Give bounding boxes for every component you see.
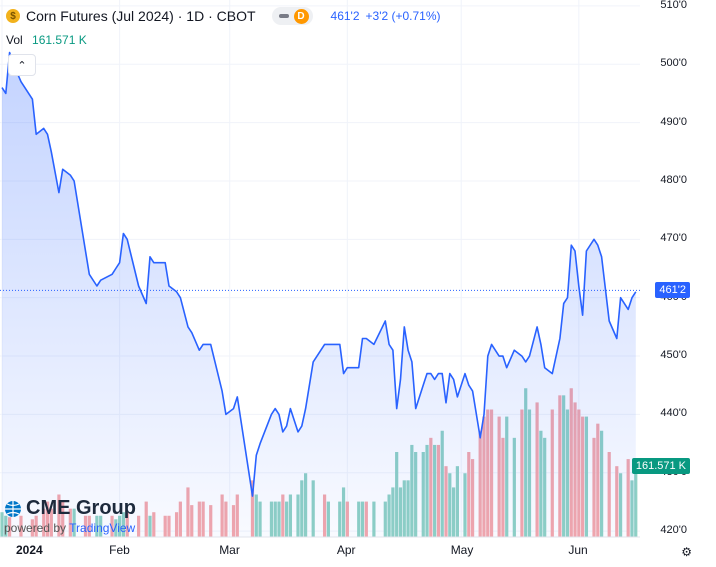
volume-bar bbox=[0, 512, 4, 537]
last-price-tag: 461'2 bbox=[655, 282, 690, 299]
volume-label: Vol bbox=[6, 33, 23, 47]
powered-prefix: powered by bbox=[4, 521, 67, 535]
cme-group-logo: CME Group bbox=[4, 497, 136, 520]
delay-pill[interactable]: D bbox=[271, 7, 313, 25]
price-area bbox=[2, 52, 636, 537]
gear-icon: ⚙ bbox=[681, 545, 692, 559]
y-tick-label: 440'0 bbox=[660, 407, 687, 420]
price-change: +3'2 (+0.71%) bbox=[365, 9, 441, 23]
last-price: 461'2 bbox=[330, 9, 360, 23]
volume-tag: 161.571 K bbox=[631, 458, 690, 474]
powered-by[interactable]: powered by TradingView bbox=[4, 521, 135, 535]
y-tick-label: 490'0 bbox=[660, 115, 687, 128]
volume-legend: Vol 161.571 K bbox=[6, 33, 87, 47]
y-tick-label: 480'0 bbox=[660, 173, 687, 186]
chart-header: $ Corn Futures (Jul 2024) · 1D · CBOT D … bbox=[6, 6, 441, 26]
cme-globe-icon bbox=[5, 500, 21, 517]
chevron-up-icon: ⌃ bbox=[17, 59, 27, 72]
chart-settings-button[interactable]: ⚙ bbox=[681, 545, 692, 559]
x-tick-label: Jun bbox=[568, 543, 588, 557]
delayed-badge: D bbox=[293, 8, 309, 24]
market-closed-icon bbox=[278, 14, 289, 18]
y-tick-label: 500'0 bbox=[660, 57, 687, 70]
collapse-legend-button[interactable]: ⌃ bbox=[8, 54, 36, 76]
y-tick-label: 450'0 bbox=[660, 349, 687, 362]
tradingview-link[interactable]: TradingView bbox=[69, 521, 136, 535]
volume-value: 161.571 K bbox=[32, 33, 87, 47]
corn-coin-icon: $ bbox=[6, 9, 20, 23]
symbol-title[interactable]: Corn Futures (Jul 2024) · 1D · CBOT bbox=[26, 8, 256, 24]
x-tick-label: May bbox=[450, 543, 474, 557]
x-tick-label: Mar bbox=[219, 543, 240, 557]
x-tick-label: 2024 bbox=[16, 543, 43, 557]
x-tick-label: Feb bbox=[109, 543, 130, 557]
y-tick-label: 420'0 bbox=[660, 524, 687, 537]
y-tick-label: 470'0 bbox=[660, 232, 687, 245]
price-line bbox=[1, 51, 637, 497]
cme-group-text: CME Group bbox=[26, 497, 136, 519]
x-tick-label: Apr bbox=[336, 543, 356, 557]
y-tick-label: 510'0 bbox=[660, 0, 687, 11]
